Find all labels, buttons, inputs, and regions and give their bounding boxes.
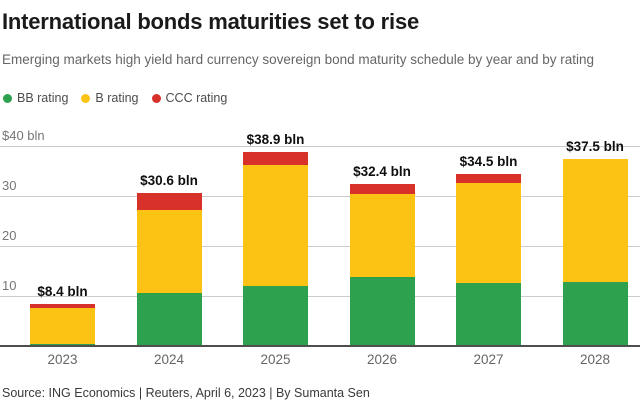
legend-dot-ccc-rating	[151, 93, 161, 103]
bar-2028	[562, 158, 628, 346]
bar-2024-segment-ccc-rating	[136, 193, 202, 210]
bar-2026	[349, 184, 415, 346]
x-tick-2023: 2023	[47, 352, 78, 367]
bar-2025-segment-ccc-rating	[243, 151, 308, 165]
bar-2023-segment-ccc-rating	[30, 304, 95, 308]
legend-item-bb-rating: BB rating	[3, 91, 68, 105]
bar-2027-segment-ccc-rating	[456, 173, 521, 183]
gridline-10	[0, 296, 640, 297]
bar-2023	[30, 304, 95, 346]
bar-2026-segment-b-rating	[349, 194, 415, 277]
bar-2024	[136, 193, 202, 346]
bar-2024-segment-b-rating	[136, 210, 202, 293]
gridline-20	[0, 246, 640, 247]
bar-2027-segment-b-rating	[456, 183, 521, 283]
bar-2028-segment-bb-rating	[562, 282, 628, 346]
legend-dot-b-rating	[81, 93, 91, 103]
bar-2027	[456, 173, 521, 346]
bar-2028-segment-b-rating	[562, 158, 628, 282]
chart-subtitle: Emerging markets high yield hard currenc…	[2, 52, 595, 67]
bar-2024-segment-bb-rating	[136, 293, 202, 346]
x-tick-2026: 2026	[366, 352, 398, 367]
y-tick-label-10: 10	[2, 278, 17, 293]
bar-2025-segment-bb-rating	[243, 286, 308, 346]
bar-2026-total-label: $32.4 bln	[353, 164, 411, 179]
legend-dot-bb-rating	[3, 93, 12, 103]
legend-item-b-rating: B rating	[81, 91, 139, 105]
source-note: Source: ING Economics | Reuters, April 6…	[2, 386, 370, 400]
legend-item-ccc-rating: CCC rating	[151, 91, 228, 105]
bar-2023-segment-b-rating	[30, 307, 95, 344]
x-tick-2024: 2024	[153, 352, 185, 367]
legend: BB rating B rating CCC rating	[3, 91, 240, 105]
chart-title: International bonds maturities set to ri…	[2, 9, 420, 34]
bar-2028-total-label: $37.5 bln	[566, 138, 624, 154]
y-tick-label-40: $40 bln	[2, 128, 45, 143]
bar-2023-total-label: $8.4 bln	[37, 284, 88, 299]
bar-2024-total-label: $30.6 bln	[140, 173, 198, 188]
x-tick-2028: 2028	[579, 352, 611, 367]
bar-2025-total-label: $38.9 bln	[246, 131, 305, 147]
plot-area: 10 20 30 $40 bln $8.4 bln $30.6 bln $38.9 bln $…	[0, 128, 640, 347]
x-axis-baseline	[0, 345, 640, 347]
bar-2026-segment-bb-rating	[349, 277, 415, 346]
bar-2025	[243, 151, 308, 346]
legend-label-bb-rating: BB rating	[17, 91, 69, 105]
x-tick-2025: 2025	[260, 352, 291, 367]
bar-2025-segment-b-rating	[243, 165, 308, 286]
bar-2026-segment-ccc-rating	[349, 184, 415, 194]
bar-2027-total-label: $34.5 bln	[459, 153, 518, 169]
bar-2027-segment-bb-rating	[456, 283, 521, 346]
legend-label-b-rating: B rating	[95, 91, 139, 105]
y-tick-label-30: 30	[2, 178, 17, 193]
x-tick-2027: 2027	[473, 352, 504, 367]
gridline-30	[0, 196, 640, 197]
gridline-40	[0, 146, 640, 147]
y-tick-label-20: 20	[2, 228, 17, 243]
bar-2023-segment-bb-rating	[30, 343, 95, 346]
x-axis-labels: 2023 2024 2025 2026 2027 2028	[0, 352, 640, 370]
legend-label-ccc-rating: CCC rating	[165, 91, 228, 105]
